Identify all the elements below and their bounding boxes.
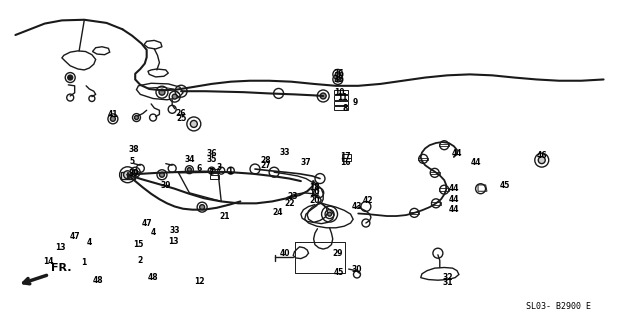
Text: 36: 36 [334,69,344,78]
Text: 35: 35 [334,75,344,84]
Text: 14: 14 [43,257,53,266]
Text: 39: 39 [161,181,171,190]
Text: 22: 22 [284,199,294,208]
Circle shape [159,172,164,177]
Text: 33: 33 [170,226,180,234]
Text: 26: 26 [176,109,186,118]
Text: 8: 8 [343,104,348,113]
Text: 4: 4 [150,228,156,237]
Text: 45: 45 [334,268,344,277]
Text: 30: 30 [352,264,362,274]
Circle shape [111,116,115,121]
Circle shape [200,205,205,210]
Text: 13: 13 [168,237,179,246]
Text: 47: 47 [69,232,80,241]
Text: 37: 37 [301,158,311,167]
Text: SL03- B2900 E: SL03- B2900 E [527,302,591,311]
Circle shape [190,121,197,127]
Text: 6: 6 [196,164,202,173]
Text: 25: 25 [176,114,186,123]
Text: 44: 44 [449,184,459,193]
Text: 34: 34 [184,155,195,164]
Text: 11: 11 [337,93,348,102]
Text: 32: 32 [442,272,452,281]
Text: 42: 42 [362,196,373,205]
Circle shape [159,89,165,95]
Text: 2: 2 [138,256,143,265]
Circle shape [68,75,73,80]
Text: 5: 5 [129,157,134,166]
Circle shape [320,93,326,99]
Text: 24: 24 [272,208,282,217]
Text: 13: 13 [56,243,66,252]
Text: 44: 44 [471,158,481,167]
Circle shape [188,168,191,172]
Text: 38: 38 [129,145,140,154]
Text: 28: 28 [260,156,271,165]
Text: 10: 10 [334,88,344,97]
Text: 18: 18 [310,183,320,192]
Text: 17: 17 [340,152,351,161]
Circle shape [172,94,177,99]
Text: 44: 44 [449,195,459,204]
Text: 29: 29 [332,249,342,258]
Text: 15: 15 [133,240,143,249]
Text: FR.: FR. [51,263,72,273]
Text: 41: 41 [108,110,118,119]
Circle shape [328,212,332,216]
Text: 9: 9 [353,99,358,108]
Circle shape [335,72,340,77]
Text: 21: 21 [219,212,230,221]
Text: 48: 48 [148,272,158,281]
Text: 44: 44 [452,149,462,158]
Text: 23: 23 [287,192,298,202]
Text: 7: 7 [209,168,214,177]
Text: 35: 35 [207,155,217,164]
Text: 27: 27 [260,161,271,170]
Text: 4: 4 [86,238,92,247]
Text: 1: 1 [82,258,87,267]
Text: 45: 45 [500,181,510,190]
Text: 43: 43 [352,202,362,211]
Text: 44: 44 [449,205,459,214]
Circle shape [124,171,132,179]
Text: 12: 12 [194,277,204,286]
Text: 46: 46 [536,151,547,160]
Text: 1: 1 [227,167,232,176]
Text: 33: 33 [280,148,290,157]
Text: 39: 39 [129,169,139,178]
Text: 36: 36 [207,149,217,158]
Text: 48: 48 [93,276,104,285]
Text: 16: 16 [340,158,351,167]
Circle shape [132,170,138,175]
Text: 31: 31 [442,278,452,287]
Circle shape [538,157,545,164]
Text: 3: 3 [217,163,222,172]
Circle shape [134,115,138,120]
Text: 47: 47 [141,219,152,227]
Circle shape [335,77,340,82]
Text: 20: 20 [310,196,320,205]
Text: 40: 40 [280,249,290,258]
Text: 19: 19 [310,189,320,198]
